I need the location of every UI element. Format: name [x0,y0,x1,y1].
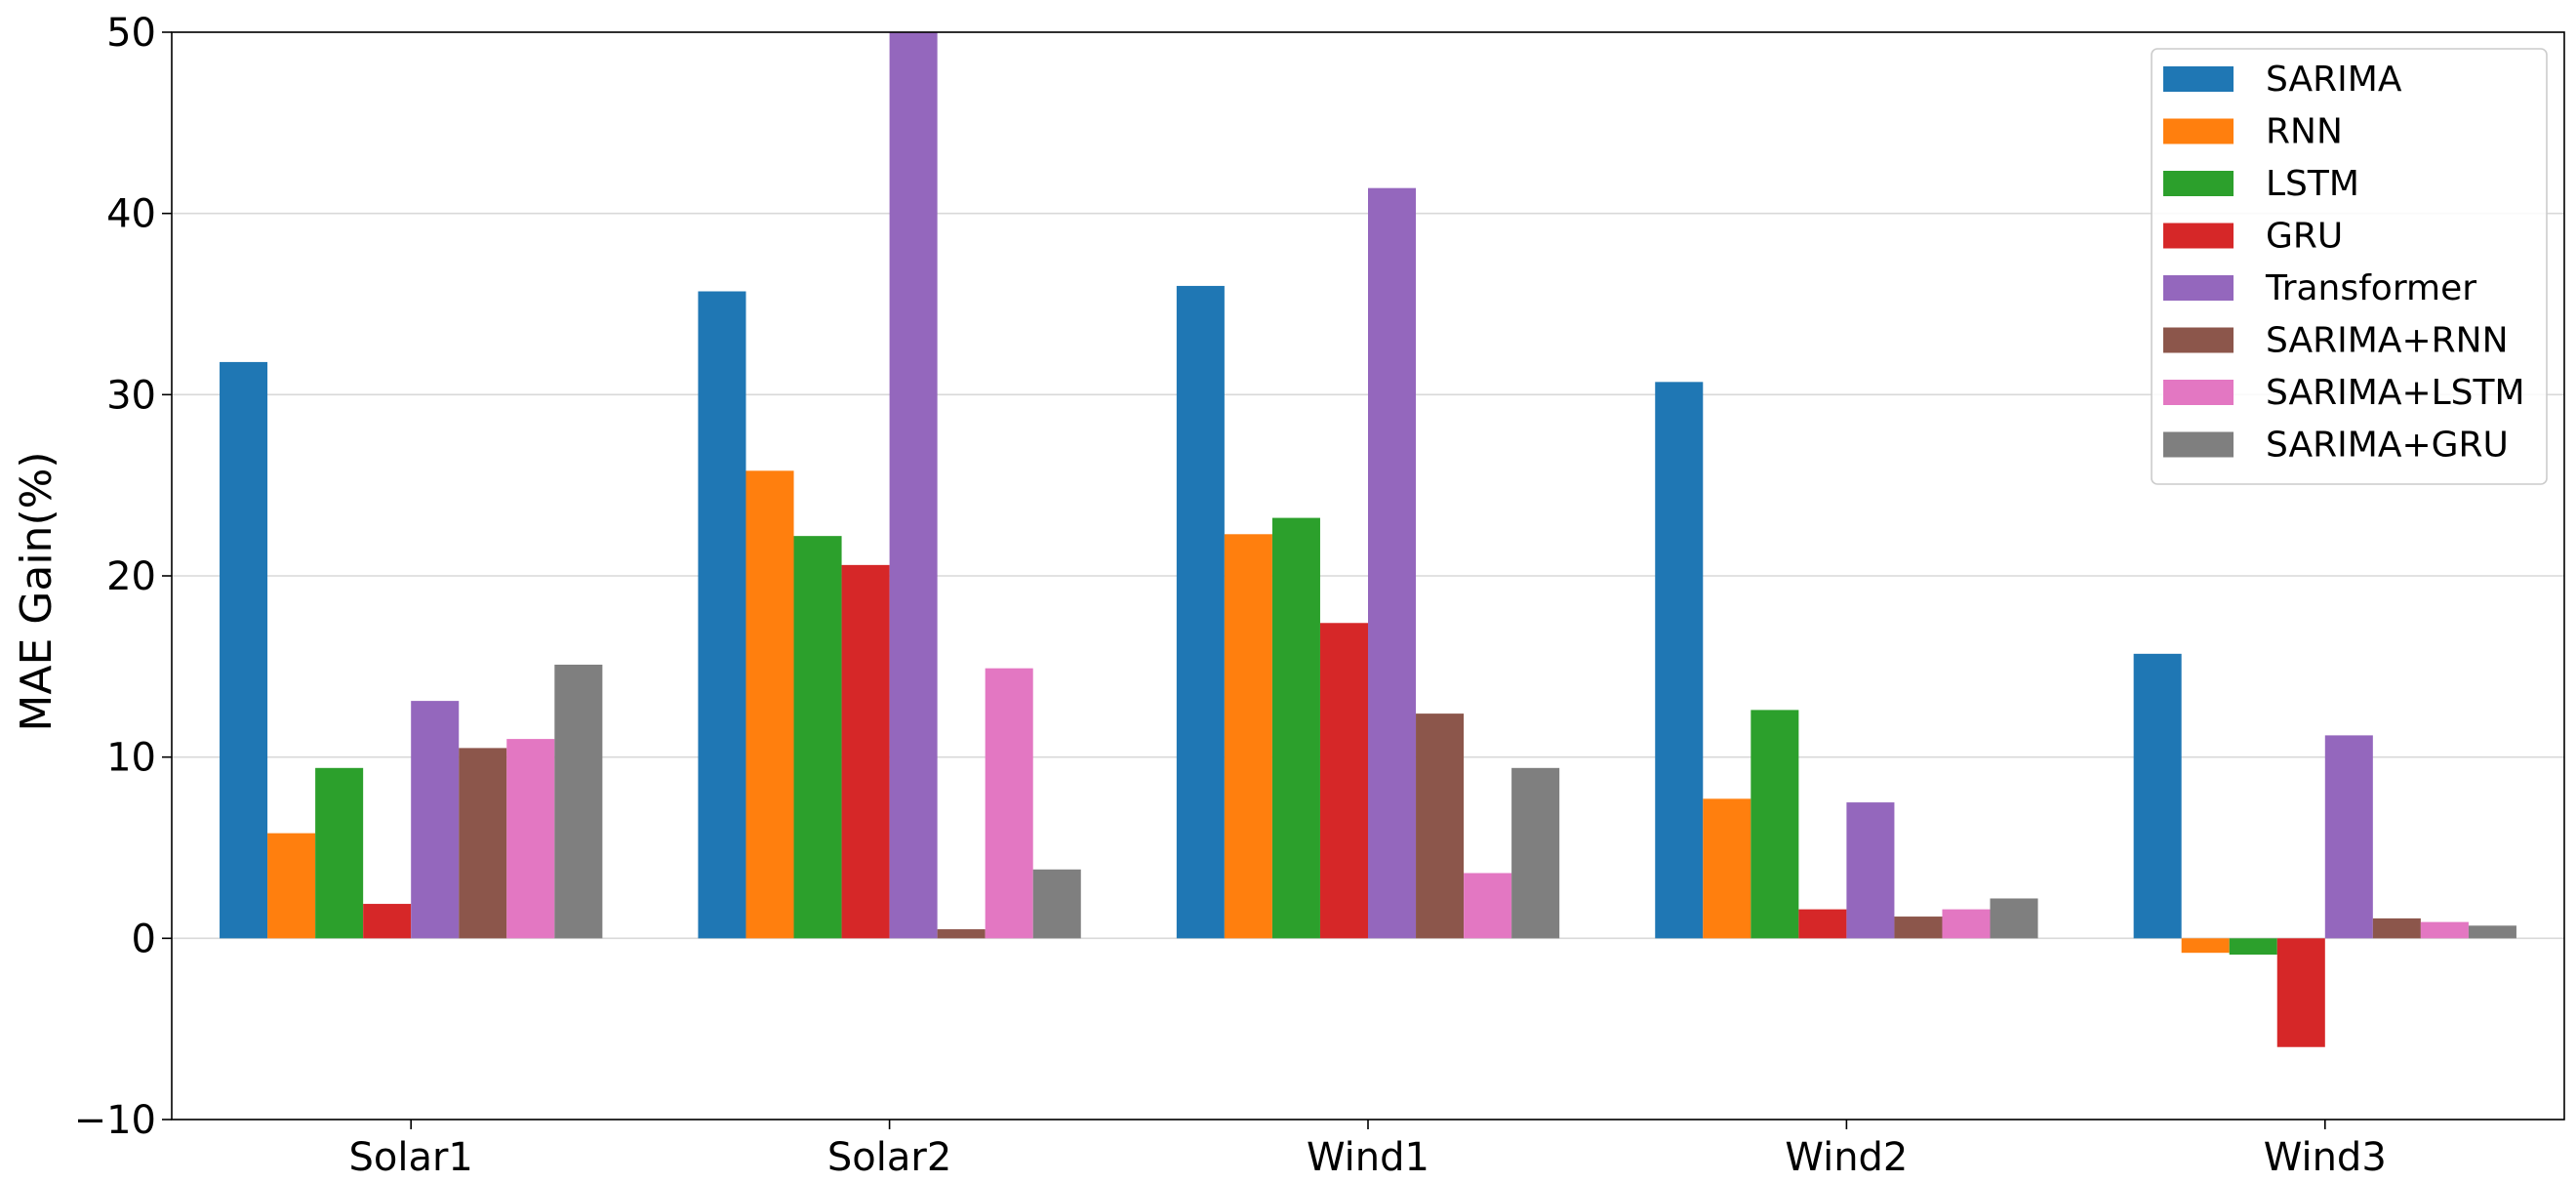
y-tick-label: −10 [74,1098,156,1143]
bar-sarima-solar1 [220,361,268,939]
bar-sarima-lstm-wind1 [1464,873,1512,939]
bar-sarima-lstm-solar1 [506,739,555,939]
legend-swatch [2163,66,2234,92]
bar-sarima-solar2 [698,291,746,939]
legend-swatch [2163,171,2234,196]
legend-label: Transformer [2265,268,2476,308]
bar-sarima-lstm-wind3 [2420,921,2469,939]
legend-swatch [2163,223,2234,249]
bar-lstm-wind1 [1271,517,1320,939]
x-tick-label: Solar1 [349,1135,473,1180]
bar-sarima-lstm-solar2 [985,668,1033,939]
bar-transformer-wind3 [2324,735,2373,939]
legend-label: SARIMA+LSTM [2266,373,2525,413]
bars [220,32,2516,1047]
bar-rnn-solar1 [267,833,316,939]
bar-gru-solar2 [841,564,890,939]
y-tick-label: 30 [106,373,156,418]
x-tick-label: Wind1 [1307,1135,1429,1180]
bar-lstm-wind3 [2229,938,2277,956]
legend-swatch [2163,380,2234,405]
bar-gru-wind2 [1798,909,1847,939]
bar-transformer-solar2 [889,32,938,939]
y-tick-label: 40 [106,192,156,237]
legend-swatch [2163,431,2234,458]
y-tick-label: 20 [106,554,156,599]
bar-sarima-gru-wind2 [1990,898,2038,939]
bar-transformer-wind1 [1368,187,1417,939]
legend-label: RNN [2266,112,2343,152]
bar-sarima-wind2 [1655,382,1704,939]
x-tick-label: Solar2 [827,1135,951,1180]
bar-rnn-wind3 [2181,938,2230,954]
y-tick-label: 0 [132,917,156,961]
y-tick-label: 50 [106,11,156,56]
bar-sarima-lstm-wind2 [1942,909,1991,939]
bar-transformer-solar1 [411,701,460,939]
legend-label: SARIMA+RNN [2266,321,2509,361]
bar-sarima-wind1 [1176,285,1225,939]
legend-swatch [2163,118,2234,144]
legend-label: GRU [2266,217,2343,257]
bar-sarima-rnn-wind2 [1894,917,1943,939]
y-tick-label: 10 [106,736,156,781]
legend-box [2151,48,2548,485]
y-axis-ticks: −10 0 10 20 30 40 50 [74,11,172,1143]
x-axis-ticks: Solar1 Solar2 Wind1 Wind2 Wind3 [349,1120,2387,1180]
bar-sarima-gru-wind3 [2468,925,2516,939]
bar-sarima-gru-solar1 [554,664,603,939]
bar-gru-wind3 [2276,938,2325,1047]
bar-transformer-wind2 [1846,802,1895,939]
bar-rnn-wind1 [1224,534,1272,939]
bar-sarima-wind3 [2133,653,2182,939]
legend-label: LSTM [2266,164,2359,204]
x-tick-label: Wind2 [1785,1135,1908,1180]
y-axis-label: MAE Gain(%) [12,451,61,731]
bar-lstm-solar2 [793,536,842,939]
bar-lstm-wind2 [1751,710,1799,939]
legend-label: SARIMA+GRU [2266,426,2509,466]
bar-rnn-wind2 [1703,798,1751,939]
x-tick-label: Wind3 [2264,1135,2387,1180]
bar-lstm-solar1 [315,767,364,939]
bar-gru-solar1 [363,904,412,939]
bar-sarima-rnn-wind3 [2372,917,2421,939]
bar-sarima-rnn-wind1 [1416,713,1465,939]
bar-rnn-solar2 [745,470,794,939]
bar-sarima-rnn-solar1 [459,748,507,939]
legend-swatch [2163,275,2234,301]
bar-sarima-gru-wind1 [1511,767,1560,939]
legend-label: SARIMA [2266,60,2402,100]
bar-sarima-gru-solar2 [1032,869,1081,939]
legend-swatch [2163,327,2234,353]
bar-sarima-rnn-solar2 [937,929,986,939]
bar-gru-wind1 [1319,623,1368,939]
legend: SARIMA RNN LSTM GRU Transformer SARIMA+RNN SAR… [2151,48,2548,485]
